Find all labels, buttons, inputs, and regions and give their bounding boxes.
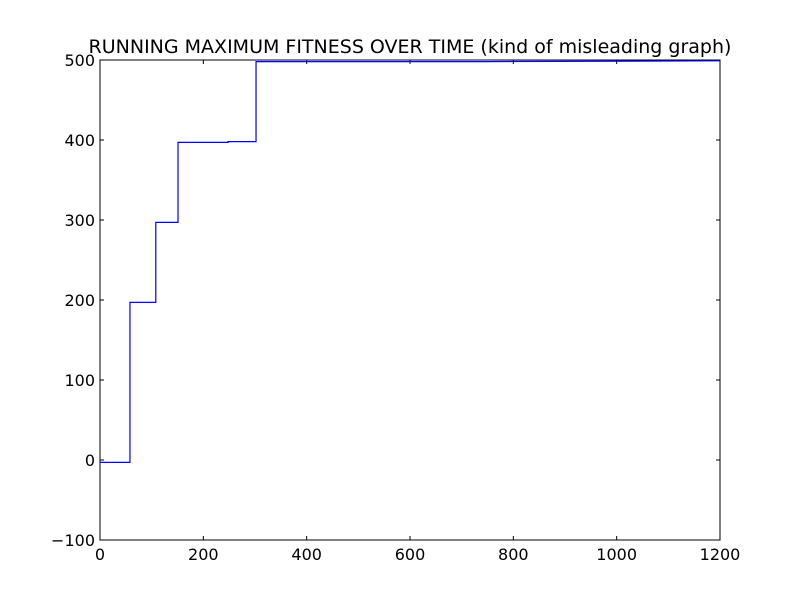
x-tick-label: 1000 xyxy=(596,545,637,564)
tick-marks xyxy=(99,59,721,541)
y-tick-label: 500 xyxy=(64,51,95,70)
x-tick-label: 600 xyxy=(395,545,426,564)
x-tick-label: 0 xyxy=(95,545,105,564)
x-tick-label: 400 xyxy=(291,545,322,564)
series-group xyxy=(100,60,721,463)
x-tick-label: 200 xyxy=(188,545,219,564)
plot-border xyxy=(99,59,721,541)
x-tick-label: 1200 xyxy=(700,545,741,564)
series-line xyxy=(100,60,721,463)
plot-frame xyxy=(99,59,721,541)
x-tick-labels: 0 200 400 600 800 1000 1200 xyxy=(95,545,740,564)
y-tick-label: 0 xyxy=(85,451,95,470)
y-tick-label: −100 xyxy=(51,531,95,550)
y-tick-label: 300 xyxy=(64,211,95,230)
y-tick-label: 200 xyxy=(64,291,95,310)
y-tick-label: 100 xyxy=(64,371,95,390)
y-tick-labels: −100 0 100 200 300 400 500 xyxy=(51,51,95,550)
x-tick-label: 800 xyxy=(498,545,529,564)
chart-title: RUNNING MAXIMUM FITNESS OVER TIME (kind … xyxy=(89,36,732,58)
y-tick-label: 400 xyxy=(64,131,95,150)
